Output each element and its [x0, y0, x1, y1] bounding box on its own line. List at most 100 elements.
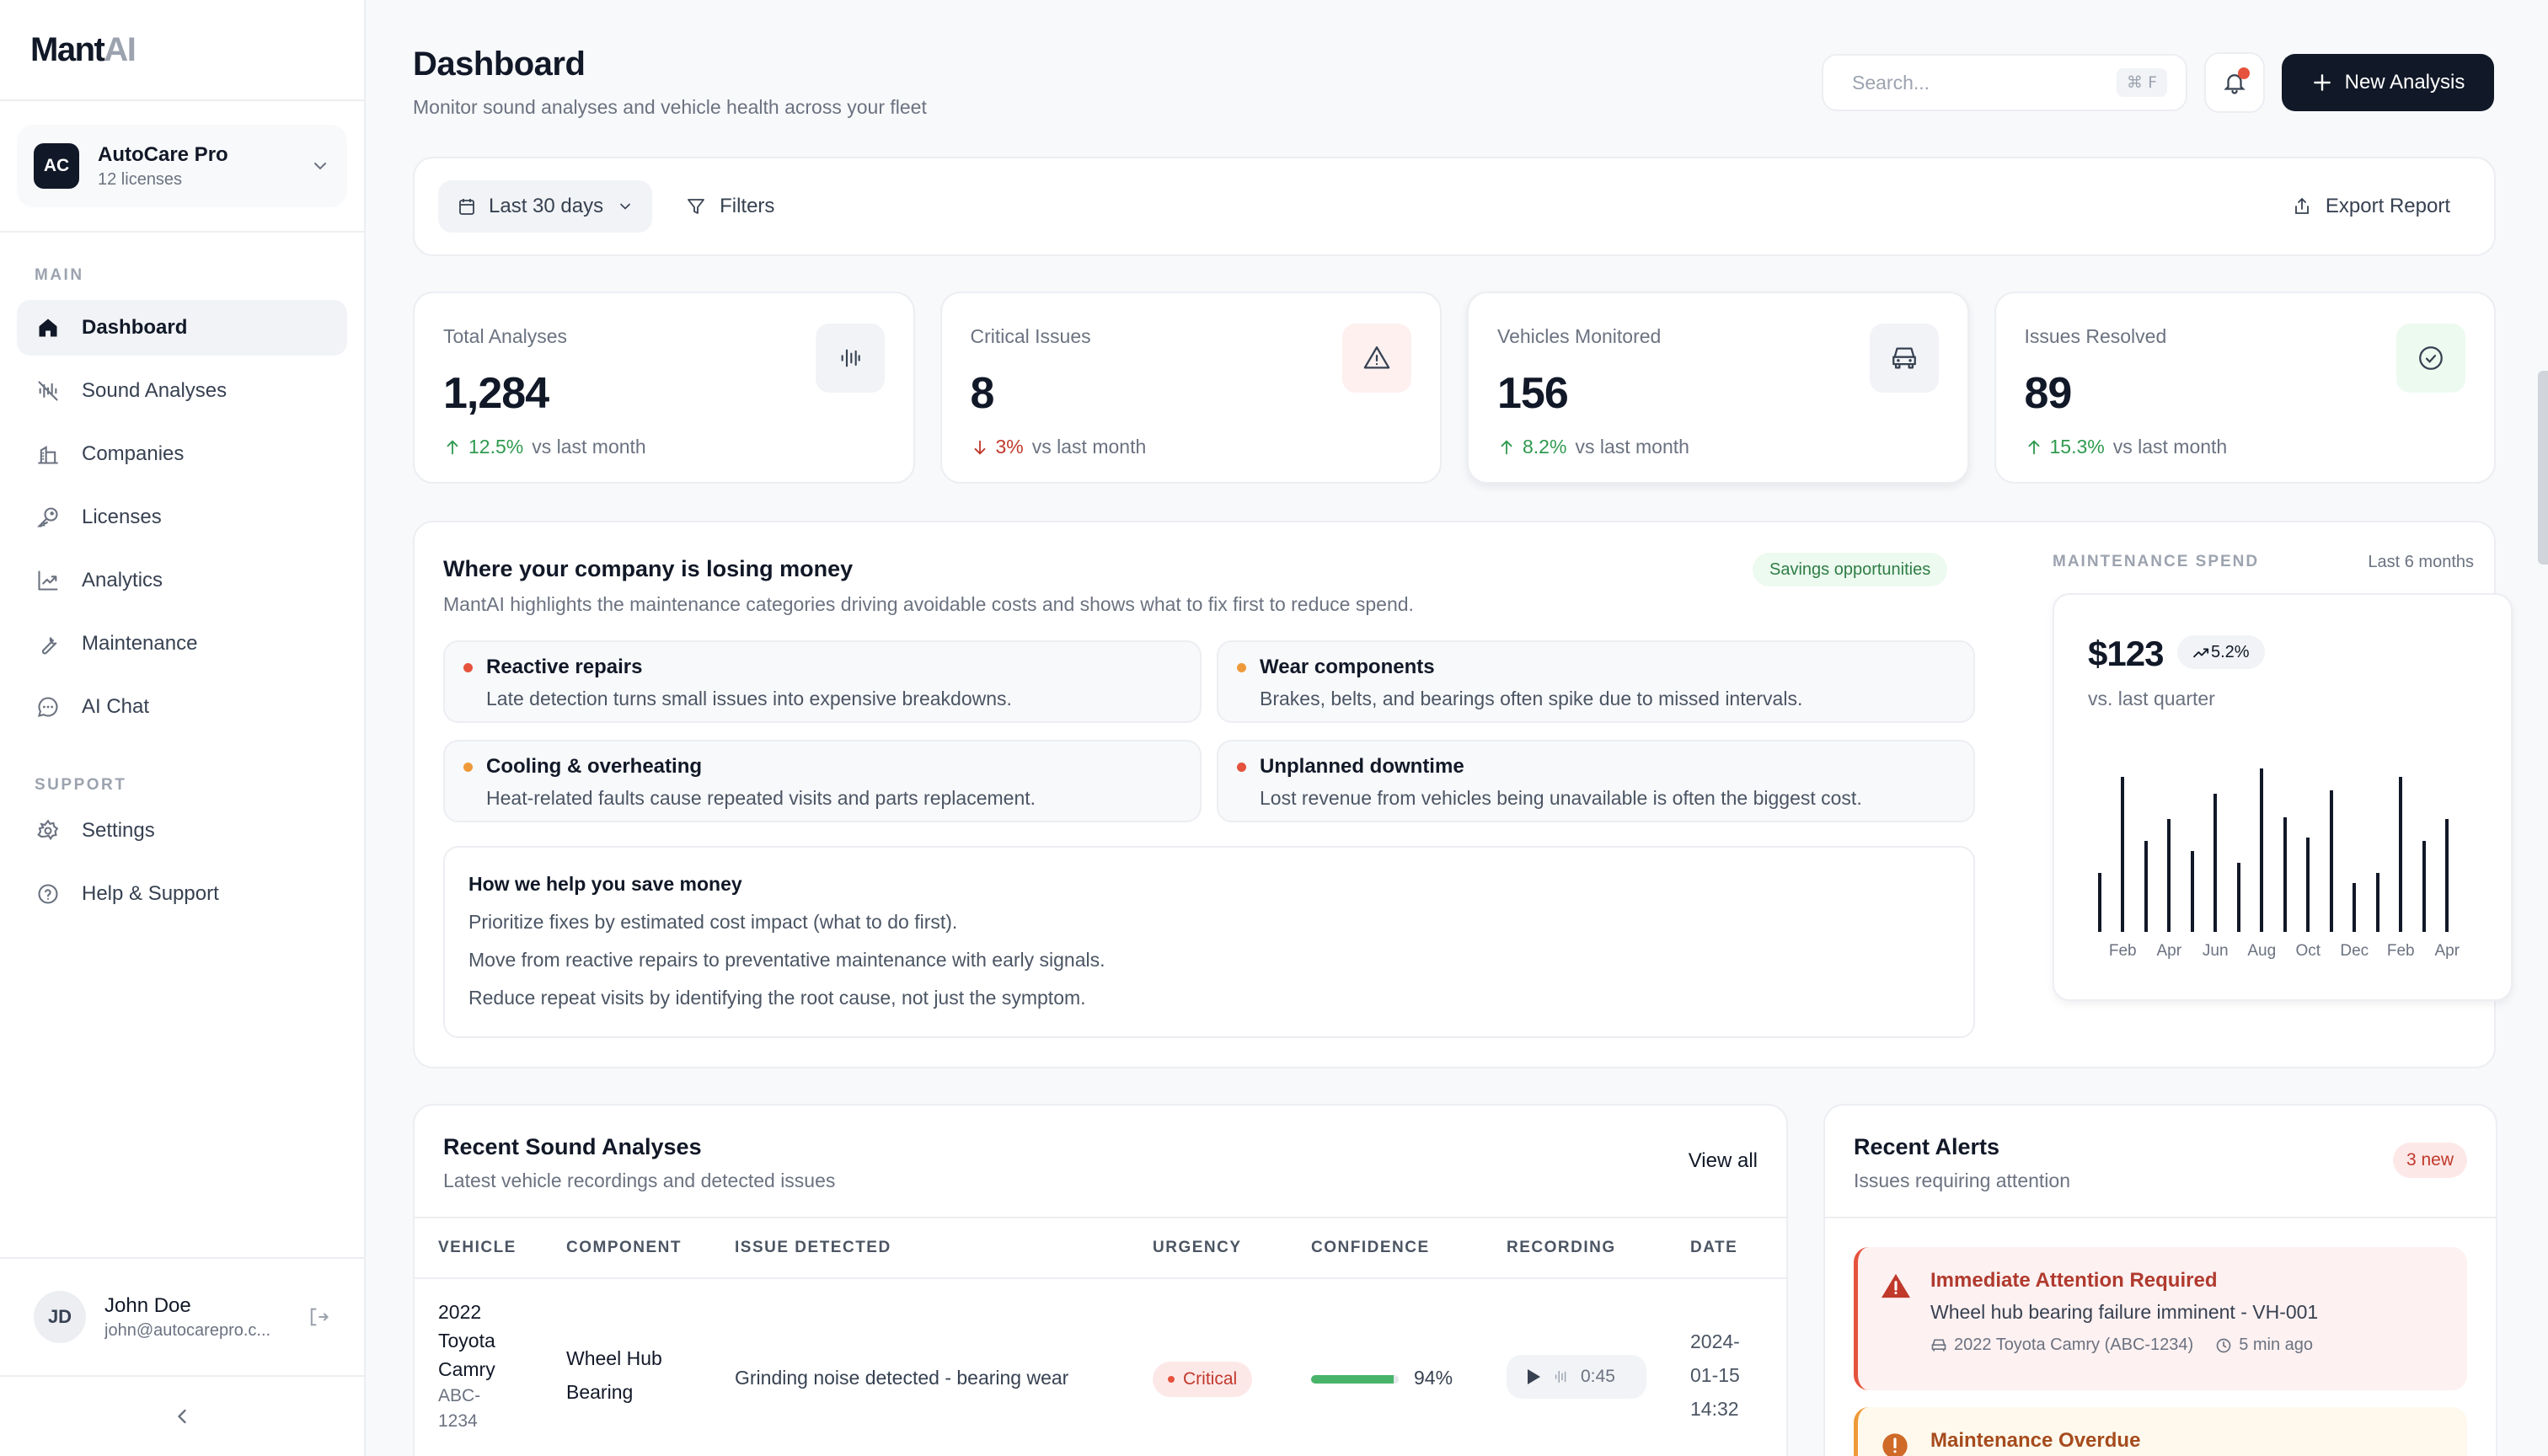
check-circle-icon [2396, 324, 2465, 393]
chat-bubble-icon [35, 693, 62, 720]
stat-card-vehicles-monitored[interactable]: Vehicles Monitored 156 8.2% vs last month [1467, 292, 1969, 484]
alert-item-warning[interactable]: Maintenance Overdue [1854, 1407, 2467, 1456]
stat-value: 89 [2024, 369, 2073, 418]
sidebar-item-label: Help & Support [82, 882, 219, 905]
sidebar-item-label: Licenses [82, 506, 162, 528]
table-row[interactable]: 2022 Toyota Camry ABC- 1234 Wheel Hub Be… [415, 1281, 1786, 1456]
sidebar-item-dashboard[interactable]: Dashboard [17, 300, 347, 356]
alerts-subtitle: Issues requiring attention [1854, 1170, 2070, 1191]
spend-bar-chart [2088, 763, 2459, 932]
chart-bar[interactable] [2097, 873, 2101, 932]
sidebar-item-settings[interactable]: Settings [17, 803, 347, 859]
recent-analyses-title: Recent Sound Analyses [443, 1134, 702, 1159]
category-card-cooling-overheating[interactable]: Cooling & overheating Heat-related fault… [443, 740, 1202, 822]
audio-waveform-off-icon [35, 377, 62, 404]
maintenance-spend-card: $123 5.2% vs. last quarter Feb Apr Jun Aug O… [2053, 593, 2513, 1001]
new-alerts-badge: 3 new [2392, 1143, 2467, 1178]
brand-logo[interactable]: Mant AI [0, 0, 364, 101]
chart-bar[interactable] [2236, 863, 2240, 932]
help-save-money-box: How we help you save money Prioritize fi… [443, 846, 1975, 1038]
chart-bar[interactable] [2167, 819, 2171, 932]
category-desc: Late detection turns small issues into e… [486, 688, 1012, 709]
chart-bar[interactable] [2353, 883, 2357, 932]
column-header-issue[interactable]: ISSUE DETECTED [735, 1239, 891, 1256]
chart-bar[interactable] [2445, 819, 2449, 932]
chart-bar[interactable] [2399, 777, 2403, 932]
column-header-component[interactable]: COMPONENT [566, 1239, 682, 1256]
column-header-date[interactable]: DATE [1690, 1239, 1738, 1256]
chart-bar[interactable] [2144, 841, 2148, 932]
page-scrollbar[interactable] [2538, 371, 2548, 565]
issue-cell: Grinding noise detected - bearing wear [735, 1367, 1069, 1389]
date-range-value: Last 30 days [489, 195, 604, 217]
sidebar-item-ai-chat[interactable]: AI Chat [17, 679, 347, 735]
stat-card-issues-resolved[interactable]: Issues Resolved 89 15.3% vs last month [1994, 292, 2496, 484]
chart-bar[interactable] [2190, 851, 2194, 932]
play-recording-button[interactable]: 0:45 [1507, 1355, 1646, 1399]
chart-bar[interactable] [2375, 873, 2379, 932]
chevron-down-icon [310, 156, 330, 176]
stat-label: Total Analyses [443, 325, 568, 347]
column-header-recording[interactable]: RECORDING [1507, 1239, 1616, 1256]
logout-icon[interactable] [307, 1305, 330, 1329]
x-tick-label: Dec [2340, 942, 2369, 960]
trending-up-icon [2192, 645, 2211, 660]
category-desc: Lost revenue from vehicles being unavail… [1260, 787, 1862, 809]
view-all-link[interactable]: View all [1688, 1149, 1758, 1172]
spend-comparison: vs. last quarter [2088, 688, 2215, 709]
category-card-reactive-repairs[interactable]: Reactive repairs Late detection turns sm… [443, 640, 1202, 723]
org-name: AutoCare Pro [98, 142, 228, 166]
collapse-sidebar-button[interactable] [0, 1375, 364, 1456]
filter-icon [686, 196, 706, 217]
alert-item-critical[interactable]: Immediate Attention Required Wheel hub b… [1854, 1247, 2467, 1390]
chart-bar[interactable] [2306, 838, 2310, 932]
search-box[interactable]: ⌘ F [1822, 54, 2187, 111]
chart-bar[interactable] [2422, 841, 2426, 932]
car-icon [1869, 324, 1939, 393]
org-switcher[interactable]: AC AutoCare Pro 12 licenses [17, 125, 347, 207]
savings-badge: Savings opportunities [1753, 553, 1948, 586]
date-range-select[interactable]: Last 30 days [438, 180, 653, 233]
category-title: Wear components [1260, 656, 1435, 678]
sidebar-item-licenses[interactable]: Licenses [17, 490, 347, 545]
user-email: john@autocarepro.c... [104, 1320, 271, 1340]
filters-button[interactable]: Filters [686, 195, 774, 218]
recent-sound-analyses-panel: Recent Sound Analyses Latest vehicle rec… [413, 1104, 1788, 1456]
new-analysis-button[interactable]: New Analysis [2282, 54, 2494, 111]
stat-card-total-analyses[interactable]: Total Analyses 1,284 12.5% vs last month [413, 292, 915, 484]
search-shortcut: ⌘ F [2117, 68, 2167, 97]
chart-bar[interactable] [2121, 777, 2125, 932]
sidebar-item-companies[interactable]: Companies [17, 426, 347, 482]
category-card-wear-components[interactable]: Wear components Brakes, belts, and beari… [1217, 640, 1975, 723]
chart-bar[interactable] [2213, 794, 2218, 932]
sidebar-item-help-support[interactable]: Help & Support [17, 866, 347, 922]
stat-trend-value: 3% [995, 436, 1024, 458]
category-card-unplanned-downtime[interactable]: Unplanned downtime Lost revenue from veh… [1217, 740, 1975, 822]
play-icon [1525, 1368, 1542, 1386]
sidebar-item-label: Sound Analyses [82, 379, 228, 402]
home-icon [35, 314, 62, 341]
stat-trend-suffix: vs last month [1575, 436, 1689, 458]
alert-vehicle: 2022 Toyota Camry (ABC-1234) [1954, 1336, 2194, 1354]
chart-bar[interactable] [2260, 768, 2264, 932]
stat-card-critical-issues[interactable]: Critical Issues 8 3% vs last month [939, 292, 1442, 484]
sidebar-item-sound-analyses[interactable]: Sound Analyses [17, 363, 347, 419]
losing-money-panel: Where your company is losing money MantA… [413, 521, 2513, 1068]
column-header-confidence[interactable]: CONFIDENCE [1311, 1239, 1430, 1256]
spend-amount: $123 [2088, 634, 2164, 673]
sidebar-item-label: Maintenance [82, 632, 198, 655]
sidebar-item-analytics[interactable]: Analytics [17, 553, 347, 608]
export-label: Export Report [2325, 195, 2450, 217]
column-header-vehicle[interactable]: VEHICLE [438, 1239, 517, 1256]
arrow-up-icon [2025, 438, 2043, 457]
export-report-button[interactable]: Export Report [2292, 195, 2450, 218]
stat-trend-suffix: vs last month [1031, 436, 1147, 458]
user-profile[interactable]: JD John Doe john@autocarepro.c... [0, 1257, 364, 1375]
chart-bar[interactable] [2283, 817, 2287, 932]
sidebar-item-maintenance[interactable]: Maintenance [17, 616, 347, 672]
chart-bar[interactable] [2329, 790, 2333, 932]
page-subtitle: Monitor sound analyses and vehicle healt… [413, 96, 927, 118]
search-input[interactable] [1852, 71, 2117, 94]
notifications-button[interactable] [2204, 52, 2265, 113]
column-header-urgency[interactable]: URGENCY [1153, 1239, 1242, 1256]
